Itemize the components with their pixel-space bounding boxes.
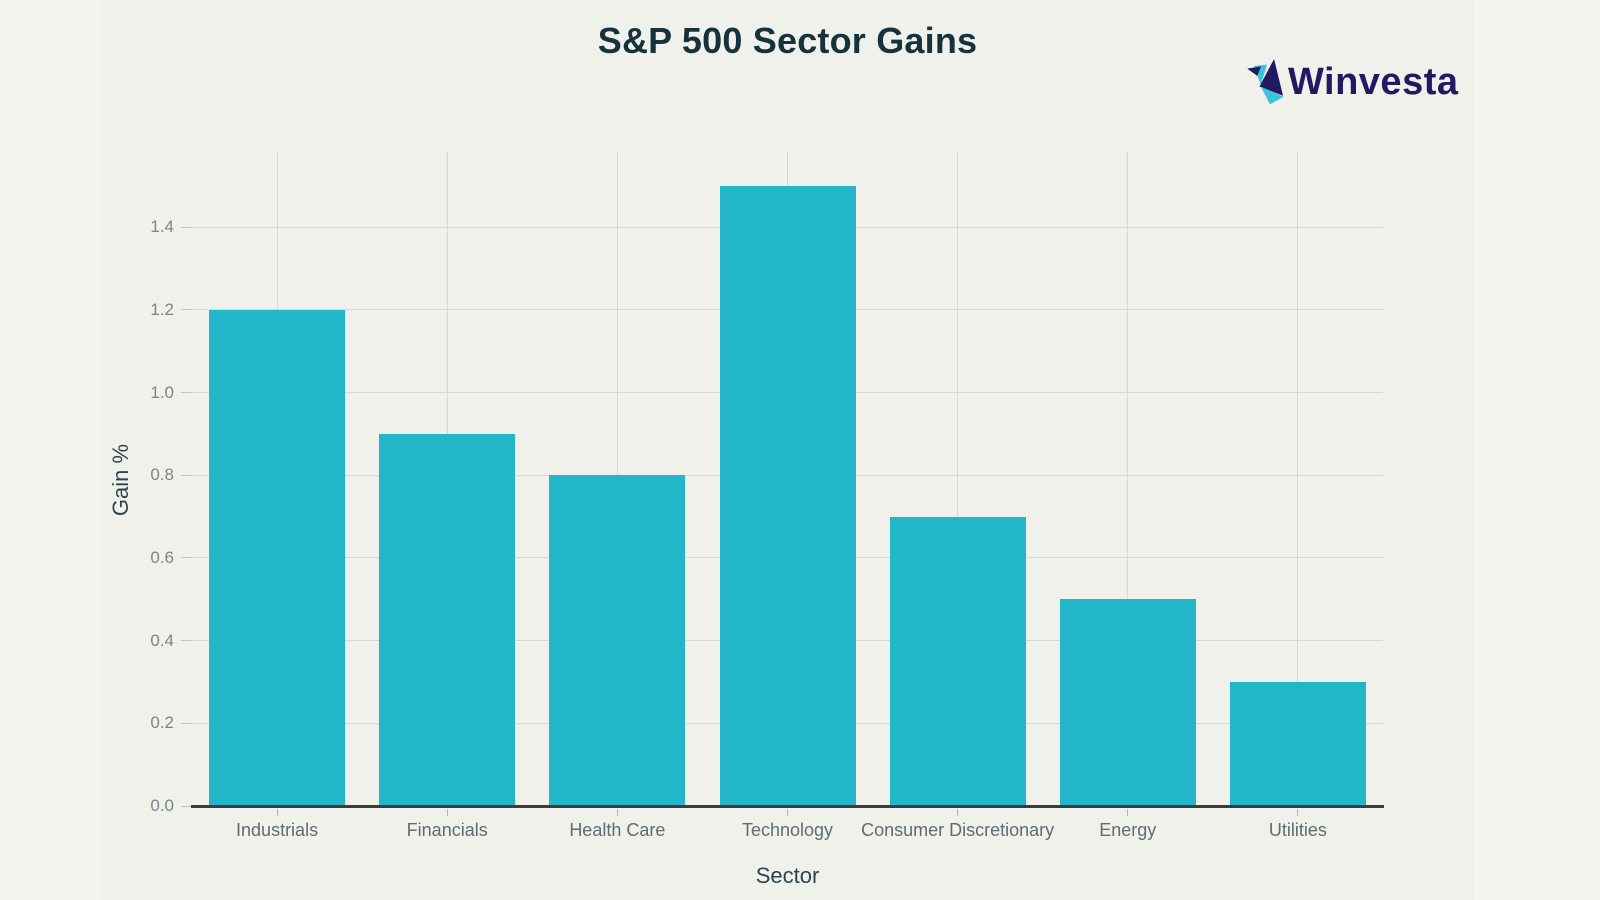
x-axis-tick xyxy=(1127,809,1129,816)
bar-health-care xyxy=(549,475,686,806)
x-axis-tick xyxy=(446,809,448,816)
y-tick-label: 0.2 xyxy=(150,713,174,733)
y-axis-tick xyxy=(181,474,192,476)
y-axis-tick xyxy=(181,722,192,724)
y-axis-tick xyxy=(181,557,192,559)
bar-financials xyxy=(379,433,516,806)
bar-energy xyxy=(1059,599,1196,806)
bar-utilities xyxy=(1229,681,1366,806)
x-tick-label: Technology xyxy=(741,820,834,840)
x-tick-label: Energy xyxy=(1099,820,1157,840)
y-tick-label: 1.0 xyxy=(150,382,174,402)
x-axis-title: Sector xyxy=(755,863,820,888)
y-tick-label: 0.4 xyxy=(150,630,174,650)
x-tick-label: Financials xyxy=(406,820,488,840)
origami-bird-icon xyxy=(1247,59,1284,105)
y-tick-label: 0.0 xyxy=(150,796,174,815)
bar-consumer-discretionary xyxy=(889,516,1026,806)
logo-text: Winvesta xyxy=(1288,61,1459,103)
x-axis-tick xyxy=(787,809,788,816)
winvesta-logo: Winvesta xyxy=(1247,54,1459,110)
x-tick-label: Industrials xyxy=(236,820,319,840)
x-axis-line xyxy=(191,805,1384,808)
y-axis-tick xyxy=(181,309,192,311)
y-tick-label: 1.2 xyxy=(150,299,174,319)
y-axis-tick xyxy=(181,640,192,642)
x-axis-tick xyxy=(957,809,959,816)
y-tick-label: 0.6 xyxy=(150,547,174,567)
vertical-gridline xyxy=(957,152,959,806)
chart-title: S&P 500 Sector Gains xyxy=(597,20,978,61)
x-axis-tick xyxy=(276,809,278,816)
y-axis-tick xyxy=(181,392,192,394)
y-tick-label: 1.4 xyxy=(150,217,174,237)
bar-technology xyxy=(719,185,856,806)
y-axis-tick xyxy=(181,226,192,228)
vertical-gridline xyxy=(1127,152,1129,806)
y-tick-label: 0.8 xyxy=(150,465,174,485)
x-axis-tick xyxy=(1297,809,1299,816)
y-axis-tick xyxy=(181,805,192,807)
bar-industrials xyxy=(209,309,346,806)
x-axis-tick xyxy=(616,809,618,816)
x-tick-label: Health Care xyxy=(569,820,666,840)
x-tick-label: Utilities xyxy=(1268,820,1327,840)
x-tick-label: Consumer Discretionary xyxy=(861,820,1055,840)
vertical-gridline xyxy=(1297,152,1299,806)
